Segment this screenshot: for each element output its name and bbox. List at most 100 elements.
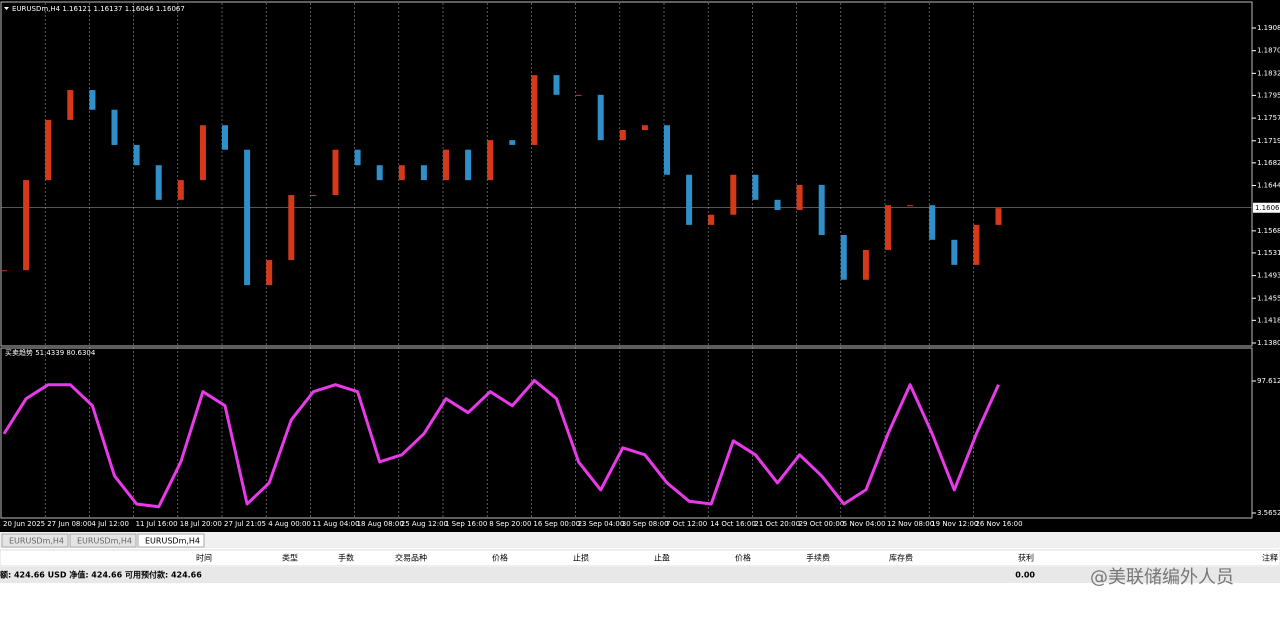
date-label: 11 Jul 16:00 xyxy=(136,520,178,528)
column-header[interactable]: 时间 xyxy=(196,553,212,563)
price-bar xyxy=(619,130,626,141)
date-label: 16 Sep 00:00 xyxy=(533,520,580,528)
price-bar xyxy=(509,140,516,145)
tab[interactable] xyxy=(1,533,69,548)
date-label: 5 Nov 04:00 xyxy=(843,520,886,528)
price-bar xyxy=(929,205,936,240)
price-bar xyxy=(973,224,980,265)
price-bar xyxy=(199,125,206,181)
date-label: 23 Sep 04:00 xyxy=(578,520,625,528)
column-header[interactable]: 类型 xyxy=(282,553,298,563)
current-price-label: 1.16067 xyxy=(1255,204,1280,212)
price-bar xyxy=(45,119,52,181)
tab-bar xyxy=(0,532,1280,548)
column-header[interactable]: 库存费 xyxy=(889,553,913,563)
date-label: 18 Jul 20:00 xyxy=(180,520,222,528)
column-header[interactable]: 价格 xyxy=(492,553,508,563)
price-bar xyxy=(907,205,914,207)
column-header[interactable]: 手续费 xyxy=(806,553,830,563)
indicator-title: 买卖趋势 51.4339 80.6304 xyxy=(5,348,96,357)
table-header xyxy=(0,549,1280,567)
column-header[interactable]: 止损 xyxy=(573,553,589,563)
oscillator-line xyxy=(2,379,1000,509)
price-bar xyxy=(1,270,7,272)
price-bar xyxy=(818,184,825,236)
tab[interactable] xyxy=(69,533,137,548)
column-header[interactable]: 手数 xyxy=(338,553,354,563)
price-tick-label: 1.14930 xyxy=(1257,272,1280,280)
watermark: @美联储编外人员 xyxy=(1090,567,1234,588)
date-label: 25 Aug 12:00 xyxy=(401,520,448,528)
price-bar xyxy=(89,90,96,110)
account-row xyxy=(0,567,1280,583)
price-bar xyxy=(155,165,162,200)
price-tick-label: 1.16440 xyxy=(1257,182,1280,190)
column-header[interactable]: 注释 xyxy=(1262,553,1278,563)
price-bar xyxy=(465,149,472,181)
price-bar xyxy=(708,214,715,225)
date-label: 20 Jun 2025 xyxy=(3,520,45,528)
column-header[interactable]: 止盈 xyxy=(654,553,670,563)
collapse-icon xyxy=(4,7,9,10)
price-tick-label: 1.17950 xyxy=(1257,91,1280,99)
price-bar xyxy=(575,94,582,96)
price-bar xyxy=(133,144,140,166)
date-label: 1 Sep 16:00 xyxy=(445,520,487,528)
price-tick-label: 1.18320 xyxy=(1257,69,1280,77)
price-bar xyxy=(310,195,317,197)
date-label: 29 Oct 00:00 xyxy=(799,520,845,528)
symbol-info: EURUSDm,H4 1.16121 1.16137 1.16046 1.160… xyxy=(12,5,185,13)
price-bar xyxy=(487,140,494,181)
price-bar xyxy=(531,75,538,145)
chart-background xyxy=(0,0,1280,532)
price-tick-label: 1.14180 xyxy=(1257,316,1280,324)
date-label: 30 Sep 08:00 xyxy=(622,520,669,528)
date-label: 4 Jul 12:00 xyxy=(91,520,129,528)
price-tick-label: 1.15680 xyxy=(1257,227,1280,235)
price-bar xyxy=(840,235,847,280)
date-label: 8 Sep 20:00 xyxy=(489,520,531,528)
column-header[interactable]: 获利 xyxy=(1018,553,1034,563)
column-header[interactable]: 交易品种 xyxy=(395,553,427,563)
price-tick-label: 1.18700 xyxy=(1257,47,1280,55)
price-bar xyxy=(67,90,74,120)
price-bar xyxy=(597,94,604,141)
date-label: 14 Oct 16:00 xyxy=(710,520,756,528)
tab-label[interactable]: EURUSDm,H4 xyxy=(77,537,132,546)
indicator-tick-label: 97.6121 xyxy=(1257,377,1280,385)
indicator-frame xyxy=(0,347,1253,519)
price-bar xyxy=(288,195,295,261)
date-label: 19 Nov 12:00 xyxy=(931,520,978,528)
price-frame xyxy=(0,1,1253,347)
tab-label[interactable]: EURUSDm,H4 xyxy=(9,537,64,546)
price-bar xyxy=(796,184,803,210)
indicator-tick-label: 3.5652 xyxy=(1257,509,1280,517)
price-bar xyxy=(752,174,759,200)
date-label: 18 Aug 08:00 xyxy=(357,520,404,528)
price-tick-label: 1.15310 xyxy=(1257,249,1280,257)
price-bar xyxy=(222,125,228,150)
current-price-box xyxy=(1253,202,1280,213)
price-bar xyxy=(111,109,118,145)
tab[interactable] xyxy=(137,533,205,548)
date-label: 26 Nov 16:00 xyxy=(975,520,1022,528)
date-label: 7 Oct 12:00 xyxy=(666,520,707,528)
price-bar xyxy=(420,165,427,181)
price-bar xyxy=(177,180,184,200)
date-label: 27 Jul 21:05 xyxy=(224,520,266,528)
price-tick-label: 1.17570 xyxy=(1257,114,1280,122)
price-bar xyxy=(332,149,339,196)
date-label: 11 Aug 04:00 xyxy=(312,520,359,528)
account-summary: 余额: 424.66 USD 净值: 424.66 可用预付款: 424.66 xyxy=(0,570,202,580)
price-tick-label: 1.14550 xyxy=(1257,294,1280,302)
column-header[interactable]: 价格 xyxy=(735,553,751,563)
price-bar xyxy=(730,174,737,215)
price-bar xyxy=(376,165,383,181)
price-bar xyxy=(664,125,670,175)
tab-label[interactable]: EURUSDm,H4 xyxy=(145,537,200,546)
price-bar xyxy=(443,149,449,181)
price-bar xyxy=(774,199,781,210)
price-bar xyxy=(951,239,958,265)
price-tick-label: 1.16820 xyxy=(1257,159,1280,167)
